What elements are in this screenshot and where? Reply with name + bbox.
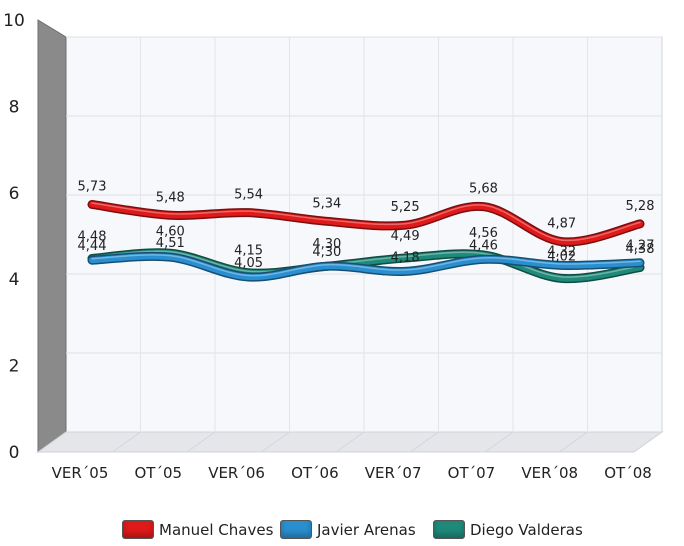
y-tick-label: 0 <box>9 443 20 463</box>
data-label: 4,87 <box>547 217 576 232</box>
x-tick-label: VER´05 <box>52 464 109 482</box>
legend-swatch-series-1 <box>122 520 154 539</box>
data-label: 4,30 <box>312 237 341 252</box>
data-label: 4,18 <box>391 250 420 265</box>
legend-item-series-2: Javier Arenas <box>280 520 416 539</box>
data-label: 4,56 <box>469 226 498 241</box>
y-tick-label: 6 <box>9 184 20 204</box>
legend-swatch-series-2 <box>280 520 312 539</box>
legend-swatch-series-3 <box>433 520 465 539</box>
line-chart: 0 2 4 6 8 10 VER´05 OT´05 VER´06 OT´06 VER´07 OT´0… <box>0 0 684 518</box>
x-tick-label: OT´05 <box>135 464 183 482</box>
legend-label-series-1: Manuel Chaves <box>159 521 273 539</box>
data-label: 4,02 <box>547 249 576 264</box>
x-tick-label: VER´08 <box>521 464 578 482</box>
x-tick-label: OT´06 <box>291 464 339 482</box>
legend-label-series-3: Diego Valderas <box>470 521 583 539</box>
data-label: 4,60 <box>156 224 185 239</box>
data-label: 5,28 <box>626 199 655 214</box>
x-axis-ticks: VER´05 OT´05 VER´06 OT´06 VER´07 OT´07 VER´08 O… <box>52 464 652 482</box>
legend: Manuel Chaves Javier Arenas Diego Valder… <box>0 520 684 546</box>
data-label: 5,34 <box>312 196 341 211</box>
data-label: 4,15 <box>234 244 263 259</box>
left-wall <box>38 20 66 452</box>
data-label: 5,54 <box>234 188 263 203</box>
y-tick-label: 10 <box>3 11 25 31</box>
chart-frame <box>38 20 662 452</box>
data-label: 5,68 <box>469 182 498 197</box>
data-label: 4,48 <box>78 229 107 244</box>
y-axis-ticks: 0 2 4 6 8 10 <box>3 11 25 463</box>
data-label: 4,49 <box>391 229 420 244</box>
legend-item-series-3: Diego Valderas <box>433 520 583 539</box>
data-label: 4,27 <box>626 239 655 254</box>
x-tick-label: OT´07 <box>448 464 496 482</box>
legend-item-series-1: Manuel Chaves <box>122 520 273 539</box>
y-tick-label: 8 <box>9 97 20 117</box>
y-tick-label: 2 <box>9 357 20 377</box>
data-label: 5,48 <box>156 190 185 205</box>
x-tick-label: VER´07 <box>365 464 422 482</box>
data-label: 5,73 <box>78 179 107 194</box>
y-tick-label: 4 <box>9 270 20 290</box>
x-tick-label: VER´06 <box>208 464 265 482</box>
data-label: 5,25 <box>391 200 420 215</box>
legend-label-series-2: Javier Arenas <box>317 521 416 539</box>
x-tick-label: OT´08 <box>604 464 652 482</box>
